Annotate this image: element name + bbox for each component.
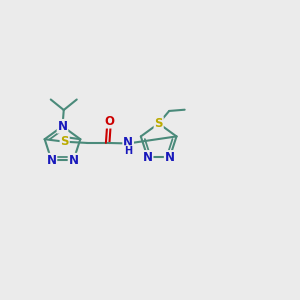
Text: N: N (58, 120, 68, 133)
Text: N: N (165, 151, 175, 164)
Text: S: S (154, 117, 163, 130)
Text: S: S (60, 135, 69, 148)
Text: N: N (123, 136, 133, 149)
Text: N: N (68, 154, 79, 167)
Text: N: N (142, 151, 153, 164)
Text: N: N (46, 154, 56, 167)
Text: H: H (124, 146, 132, 156)
Text: O: O (104, 115, 114, 128)
